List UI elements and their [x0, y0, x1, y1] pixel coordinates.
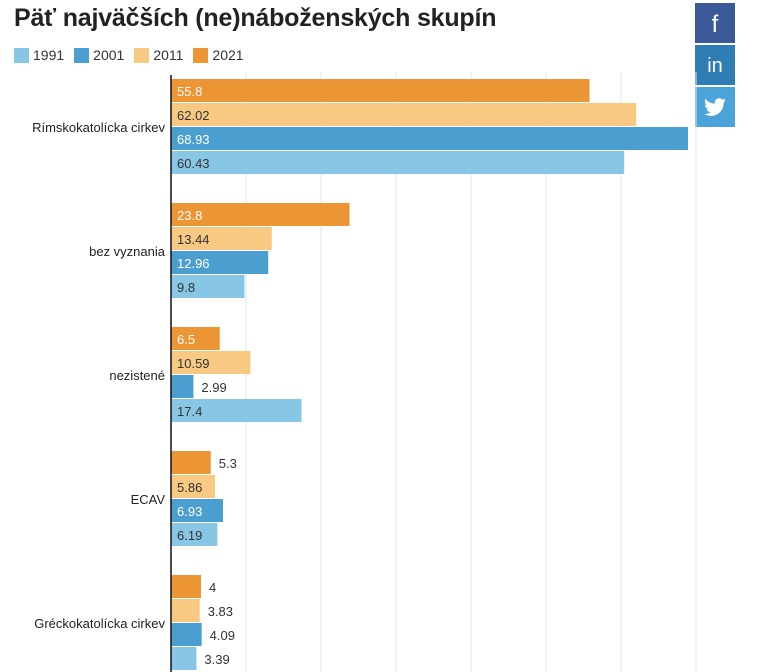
data-label-2021: 4 — [209, 580, 216, 595]
chart-legend: 1991 2001 2011 2021 — [14, 45, 244, 65]
legend-label-1991: 1991 — [33, 47, 65, 63]
category-label: ECAV — [131, 492, 166, 507]
linkedin-glyph: in — [707, 55, 723, 77]
legend-item-2001[interactable]: 2001 — [74, 47, 124, 63]
legend-swatch-1991 — [14, 47, 29, 63]
data-label-2011: 62.02 — [177, 108, 210, 123]
bar-2011 — [171, 599, 200, 622]
bar-2021 — [171, 327, 220, 350]
data-label-2021: 5.3 — [219, 456, 237, 471]
bar-1991 — [171, 523, 218, 546]
twitter-icon — [704, 98, 726, 116]
twitter-share-button[interactable] — [695, 87, 735, 127]
legend-label-2001: 2001 — [93, 47, 125, 63]
bar-2011 — [171, 103, 637, 126]
legend-item-2021[interactable]: 2021 — [193, 47, 244, 63]
bar-2011 — [171, 227, 272, 250]
data-label-2021: 55.8 — [177, 84, 202, 99]
bar-2011 — [171, 351, 251, 374]
category-label: bez vyznania — [89, 244, 166, 259]
data-label-1991: 60.43 — [177, 156, 210, 171]
data-label-2001: 68.93 — [177, 132, 210, 147]
legend-label-2021: 2021 — [212, 47, 244, 63]
bar-2021 — [171, 451, 211, 474]
bar-2021 — [171, 203, 350, 226]
legend-label-2011: 2011 — [153, 47, 184, 63]
category-label: nezistené — [109, 368, 165, 383]
bar-2001 — [171, 623, 202, 646]
bar-2001 — [171, 127, 688, 150]
legend-swatch-2001 — [74, 47, 90, 63]
bar-1991 — [171, 275, 245, 298]
data-label-2001: 6.93 — [177, 504, 202, 519]
legend-item-2011[interactable]: 2011 — [134, 47, 183, 63]
chart-title: Päť najväčších (ne)náboženských skupín — [14, 4, 497, 32]
share-buttons: f in — [695, 3, 735, 127]
bar-2001 — [171, 251, 269, 274]
data-label-2021: 6.5 — [177, 332, 195, 347]
data-label-2001: 4.09 — [210, 628, 235, 643]
bar-2001 — [171, 499, 223, 522]
data-label-1991: 9.8 — [177, 280, 195, 295]
facebook-icon: f — [712, 11, 719, 38]
data-label-1991: 3.39 — [204, 652, 229, 667]
data-label-2011: 3.83 — [208, 604, 233, 619]
bar-2021 — [171, 575, 201, 598]
linkedin-share-button[interactable]: in — [695, 45, 735, 85]
category-label: Gréckokatolícka cirkev — [34, 616, 165, 631]
data-label-2011: 10.59 — [177, 356, 210, 371]
bar-1991 — [171, 399, 302, 422]
data-label-2011: 13.44 — [177, 232, 210, 247]
facebook-glyph: f — [712, 11, 719, 38]
data-label-2021: 23.8 — [177, 208, 202, 223]
legend-swatch-2021 — [193, 47, 209, 63]
legend-swatch-2011 — [134, 47, 150, 63]
bar-2001 — [171, 375, 194, 398]
bar-2011 — [171, 475, 215, 498]
linkedin-icon: in — [707, 55, 723, 77]
bar-1991 — [171, 151, 625, 174]
category-label: Rímskokatolícka cirkev — [32, 120, 165, 135]
data-label-2001: 2.99 — [201, 380, 226, 395]
data-label-2001: 12.96 — [177, 256, 210, 271]
bar-1991 — [171, 647, 197, 670]
facebook-share-button[interactable]: f — [695, 3, 735, 43]
legend-item-1991[interactable]: 1991 — [14, 47, 64, 63]
data-label-2011: 5.86 — [177, 480, 202, 495]
data-label-1991: 6.19 — [177, 528, 202, 543]
data-label-1991: 17.4 — [177, 404, 202, 419]
bar-2021 — [171, 79, 590, 102]
